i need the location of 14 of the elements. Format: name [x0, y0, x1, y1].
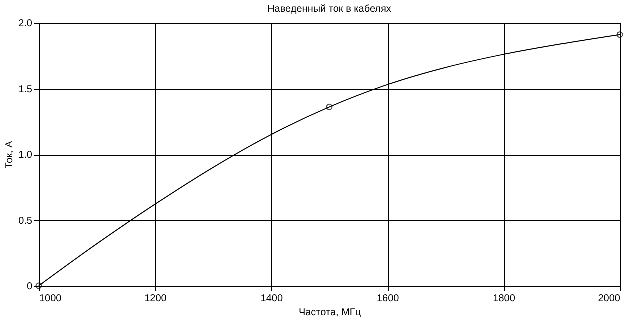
x-tick-label: 1200	[144, 294, 168, 304]
chart-title: Наведенный ток в кабелях	[268, 4, 392, 15]
y-tick-label: 1.5	[18, 84, 33, 96]
y-tick-label: 0	[26, 282, 33, 292]
x-tick-label: 1600	[376, 294, 400, 304]
x-tick-label: 2000	[598, 294, 621, 304]
x-axis-title: Частота, МГц	[298, 308, 362, 318]
y-tick-label: 0.5	[18, 216, 33, 227]
y-axis-title: Ток, А	[4, 140, 16, 169]
x-tick-label: 1400	[260, 294, 284, 304]
x-tick-label: 1800	[493, 294, 516, 304]
x-tick-label: 1000	[40, 294, 62, 304]
y-tick-label: 2.0	[18, 18, 33, 30]
y-tick-label: 1.0	[18, 150, 33, 161]
